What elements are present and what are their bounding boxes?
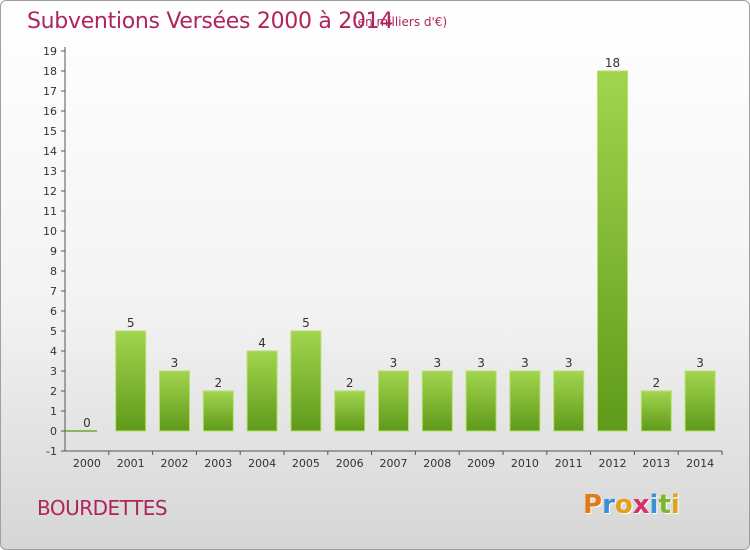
x-tick-label: 2003 [204, 457, 232, 470]
bar-2012 [597, 70, 628, 432]
y-tick-label: 13 [43, 165, 57, 178]
y-tick-label: 19 [43, 45, 57, 58]
x-tick-label: 2014 [686, 457, 714, 470]
data-label-2002: 3 [171, 356, 179, 370]
x-tick-label: 2004 [248, 457, 276, 470]
bar-2003 [202, 390, 234, 432]
bar-2010 [509, 370, 541, 432]
y-tick-label: 0 [50, 425, 57, 438]
y-tick-label: 1 [50, 405, 57, 418]
y-tick-label: 4 [50, 345, 57, 358]
y-tick-label: 17 [43, 85, 57, 98]
chart-subtitle: (en milliers d'€) [353, 15, 448, 29]
bar-2005 [290, 330, 322, 432]
y-tick-label: 8 [50, 265, 57, 278]
y-tick-label: -1 [46, 445, 57, 458]
bar-2006 [334, 390, 366, 432]
data-label-2012: 18 [605, 56, 620, 70]
proxiti-logo: Proxiti [583, 490, 680, 520]
chart-title: Subventions Versées 2000 à 2014 [27, 9, 394, 34]
data-label-2011: 3 [565, 356, 573, 370]
bar-2014 [684, 370, 716, 432]
x-tick-label: 2009 [467, 457, 495, 470]
y-tick-label: 6 [50, 305, 57, 318]
x-tick-label: 2008 [423, 457, 451, 470]
x-tick-label: 2013 [642, 457, 670, 470]
bar-2001 [115, 330, 147, 432]
y-tick-label: 9 [50, 245, 57, 258]
data-label-2000: 0 [83, 416, 91, 430]
bar-2007 [378, 370, 409, 432]
bar-2011 [553, 370, 585, 432]
bar-2008 [421, 370, 453, 432]
y-tick-label: 2 [50, 385, 57, 398]
y-tick-label: 3 [50, 365, 57, 378]
y-tick-label: 12 [43, 185, 57, 198]
chart-bars [115, 70, 716, 432]
data-label-2009: 3 [477, 356, 485, 370]
x-tick-label: 2005 [292, 457, 320, 470]
bar-2002 [159, 370, 190, 432]
data-label-2013: 2 [652, 376, 660, 390]
data-label-2004: 4 [258, 336, 266, 350]
x-tick-label: 2000 [73, 457, 101, 470]
bar-2004 [246, 350, 278, 432]
data-label-2001: 5 [127, 316, 135, 330]
y-tick-label: 11 [43, 205, 57, 218]
x-tick-label: 2001 [117, 457, 145, 470]
bar-2009 [465, 370, 497, 432]
data-label-2003: 2 [214, 376, 222, 390]
chart-data-labels: 0 5 3 2 4 5 2 3 3 3 3 3 18 2 3 [83, 56, 704, 430]
x-tick-label: 2002 [161, 457, 189, 470]
y-tick-label: 5 [50, 325, 57, 338]
x-tick-label: 2011 [555, 457, 583, 470]
data-label-2010: 3 [521, 356, 529, 370]
data-label-2008: 3 [433, 356, 441, 370]
y-tick-label: 15 [43, 125, 57, 138]
x-tick-label: 2006 [336, 457, 364, 470]
y-tick-label: 7 [50, 285, 57, 298]
x-tick-label: 2012 [599, 457, 627, 470]
y-tick-label: 14 [43, 145, 57, 158]
bar-2013 [640, 390, 672, 432]
y-tick-label: 16 [43, 105, 57, 118]
data-label-2005: 5 [302, 316, 310, 330]
x-tick-label: 2010 [511, 457, 539, 470]
commune-name: BOURDETTES [37, 496, 168, 520]
data-label-2014: 3 [696, 356, 704, 370]
x-tick-label: 2007 [380, 457, 408, 470]
data-label-2007: 3 [390, 356, 398, 370]
data-label-2006: 2 [346, 376, 354, 390]
y-tick-label: 18 [43, 65, 57, 78]
y-tick-label: 10 [43, 225, 57, 238]
